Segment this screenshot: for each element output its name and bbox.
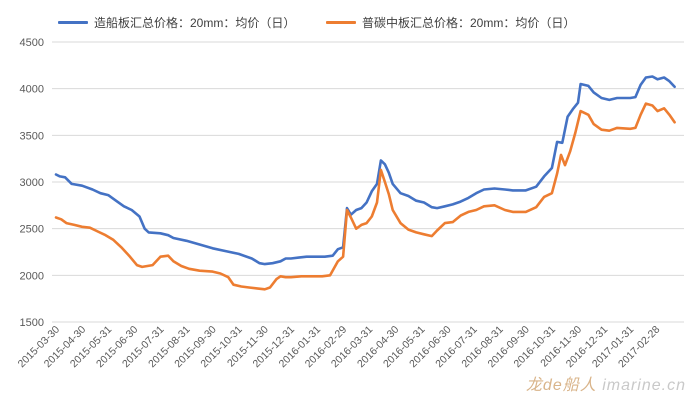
gridlines	[52, 41, 684, 323]
y-axis-ticks: 1500 2000 2500 3000 3500 4000 4500	[20, 37, 44, 329]
watermark-site: imarine.cn	[602, 377, 686, 394]
y-tick-label: 2500	[20, 224, 44, 236]
y-tick-label: 1500	[20, 317, 44, 329]
watermark-brand: 龙de船人	[525, 377, 597, 394]
legend-swatch-carbon	[326, 21, 356, 24]
y-tick-label: 2000	[20, 270, 44, 282]
series-line-carbon	[54, 102, 676, 291]
legend-item-carbon: 普碳中板汇总价格：20mm：均价（日）	[326, 14, 575, 31]
chart-legend: 造船板汇总价格：20mm：均价（日） 普碳中板汇总价格：20mm：均价（日）	[0, 14, 692, 36]
legend-swatch-ship	[58, 21, 88, 24]
x-axis-ticks: 2015-03-302015-04-302015-05-312015-06-30…	[16, 324, 663, 371]
series-line-ship	[54, 75, 676, 266]
watermark: 龙de船人 imarine.cn	[526, 371, 686, 395]
legend-label-carbon: 普碳中板汇总价格：20mm：均价（日）	[362, 16, 576, 30]
y-tick-label: 3000	[20, 177, 44, 189]
y-tick-label: 4000	[20, 84, 44, 96]
legend-item-ship: 造船板汇总价格：20mm：均价（日）	[58, 14, 295, 31]
y-tick-label: 4500	[20, 37, 44, 49]
legend-label-ship: 造船板汇总价格：20mm：均价（日）	[94, 16, 296, 30]
y-tick-label: 3500	[20, 130, 44, 142]
series-lines	[54, 75, 676, 291]
